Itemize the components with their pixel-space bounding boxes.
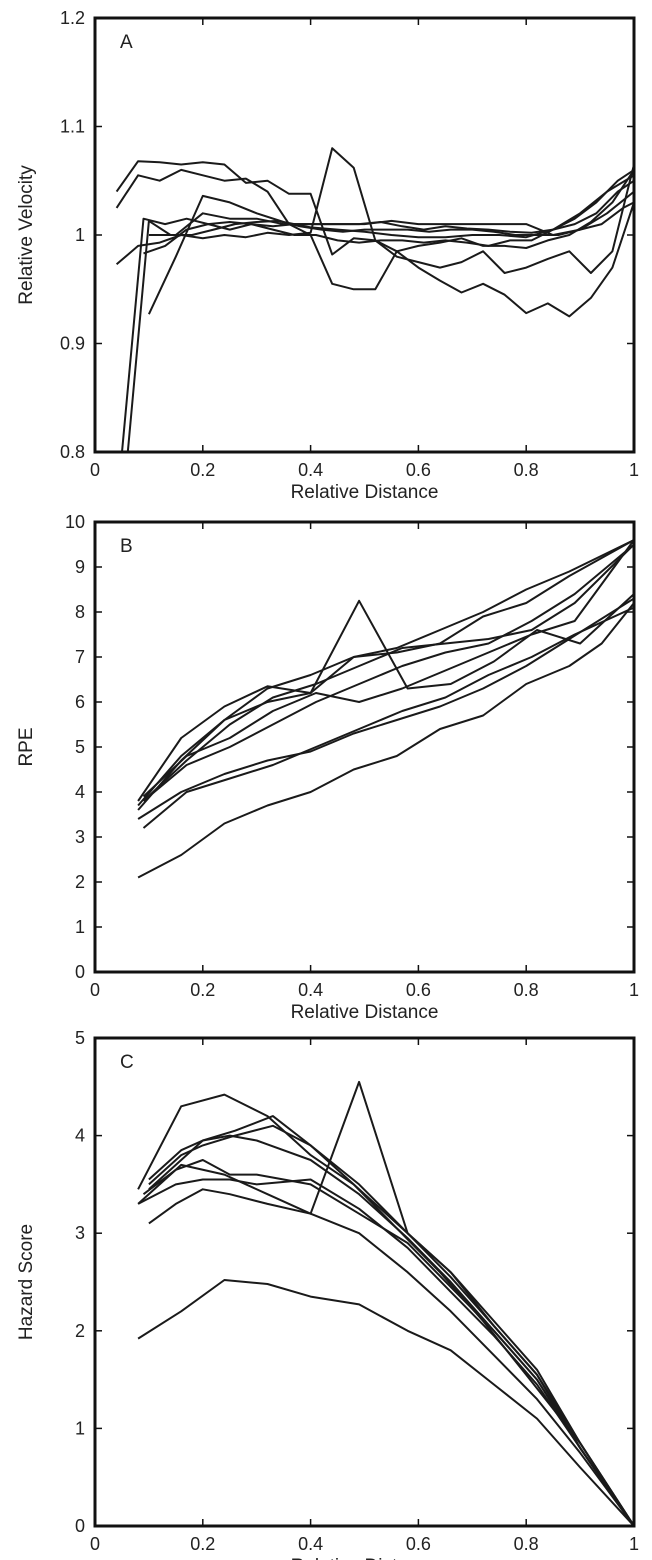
y-tick-label-b-5: 5 (75, 737, 85, 757)
y-tick-label-a-2: 1 (75, 225, 85, 245)
y-axis-title-a: Relative Velocity (16, 165, 37, 305)
series-line-a-2 (115, 168, 634, 318)
y-tick-label-a-0: 0.8 (60, 442, 85, 462)
y-tick-label-a-4: 1.2 (60, 8, 85, 28)
y-tick-label-b-9: 9 (75, 557, 85, 577)
series-line-a-6 (143, 169, 634, 255)
series-group-b (137, 539, 634, 879)
x-tick-label-b-0: 0 (90, 980, 100, 1000)
y-tick-label-c-1: 1 (75, 1418, 85, 1438)
y-tick-label-b-2: 2 (75, 872, 85, 892)
x-tick-label-c-5: 1 (629, 1534, 639, 1554)
y-tick-label-b-1: 1 (75, 917, 85, 937)
panel-letter-c: C (120, 1052, 134, 1073)
x-tick-label-a-5: 1 (629, 460, 639, 480)
x-tick-label-b-2: 0.4 (298, 980, 323, 1000)
x-tick-label-a-1: 0.2 (190, 460, 215, 480)
series-line-b-8 (142, 606, 634, 829)
y-tick-label-b-0: 0 (75, 962, 85, 982)
series-line-b-5 (142, 539, 634, 798)
series-line-c-7 (137, 1080, 634, 1526)
y-tick-label-c-3: 3 (75, 1223, 85, 1243)
x-axis-title-b: Relative Distance (291, 1002, 439, 1023)
y-tick-label-b-4: 4 (75, 782, 85, 802)
x-tick-label-c-1: 0.2 (190, 1534, 215, 1554)
y-axis-title-c: Hazard Score (16, 1224, 37, 1340)
series-line-c-9 (137, 1279, 634, 1526)
series-line-c-6 (137, 1178, 634, 1526)
x-tick-label-b-4: 0.8 (514, 980, 539, 1000)
panel-letter-a: A (120, 32, 133, 53)
y-tick-label-b-7: 7 (75, 647, 85, 667)
series-line-b-9 (137, 602, 634, 879)
x-tick-label-c-3: 0.6 (406, 1534, 431, 1554)
plot-frame-c (93, 1036, 636, 1528)
y-tick-label-b-6: 6 (75, 692, 85, 712)
x-tick-label-b-1: 0.2 (190, 980, 215, 1000)
panel-c-hazard-score: 0 0.2 0.4 0.6 0.8 1 0 1 2 3 4 5 Relative Distance Haz… (16, 1028, 639, 1560)
series-line-a-4 (121, 179, 634, 452)
series-line-b-6 (142, 543, 634, 802)
y-axis-title-b: RPE (16, 727, 37, 766)
y-tick-label-b-3: 3 (75, 827, 85, 847)
x-axis-title-c: Relative Distance (291, 1556, 439, 1560)
y-tick-label-c-2: 2 (75, 1321, 85, 1341)
series-line-b-7 (137, 597, 634, 820)
series-line-a-7 (147, 174, 634, 315)
x-tick-label-a-4: 0.8 (514, 460, 539, 480)
x-tick-label-c-0: 0 (90, 1534, 100, 1554)
y-tick-label-a-1: 0.9 (60, 334, 85, 354)
y-tick-label-c-0: 0 (75, 1516, 85, 1536)
y-tick-label-a-3: 1.1 (60, 117, 85, 137)
series-line-c-8 (148, 1188, 634, 1526)
panel-a-relative-velocity: 0 0.2 0.4 0.6 0.8 1 0.8 0.9 1 1.1 1.2 Relative Dist… (16, 8, 639, 503)
x-tick-label-b-5: 1 (629, 980, 639, 1000)
series-group-a (115, 147, 634, 452)
y-tick-label-b-8: 8 (75, 602, 85, 622)
x-tick-label-c-2: 0.4 (298, 1534, 323, 1554)
x-tick-label-a-2: 0.4 (298, 460, 323, 480)
series-line-c-1 (137, 1093, 634, 1526)
series-line-b-3 (137, 593, 634, 811)
series-line-a-3 (115, 147, 634, 266)
panel-letter-b: B (120, 536, 133, 557)
series-line-a-8 (148, 190, 634, 236)
x-axis-title-a: Relative Distance (291, 482, 439, 503)
series-line-a-5 (126, 201, 634, 452)
series-group-c (137, 1080, 634, 1526)
series-line-c-4 (148, 1134, 634, 1526)
y-tick-label-c-4: 4 (75, 1126, 85, 1146)
x-tick-label-b-3: 0.6 (406, 980, 431, 1000)
y-tick-label-b-10: 10 (65, 512, 85, 532)
x-tick-label-a-0: 0 (90, 460, 100, 480)
y-tick-label-c-5: 5 (75, 1028, 85, 1048)
series-line-b-1 (137, 539, 634, 802)
x-tick-label-a-3: 0.6 (406, 460, 431, 480)
series-line-b-4 (142, 543, 634, 802)
series-line-c-5 (142, 1159, 634, 1526)
x-tick-label-c-4: 0.8 (514, 1534, 539, 1554)
